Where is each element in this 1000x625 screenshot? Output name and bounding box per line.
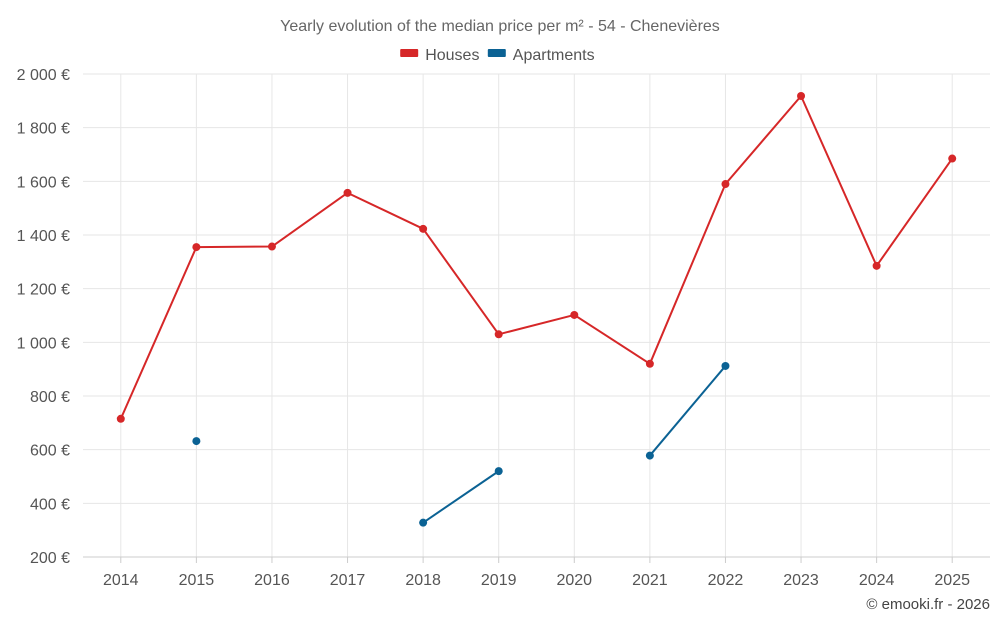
data-point-houses[interactable]: [645, 359, 654, 368]
data-point-apartments[interactable]: [419, 518, 428, 527]
series-line-apartments: [422, 470, 500, 524]
y-tick-label: 1 400 €: [17, 228, 70, 245]
y-tick-label: 1 800 €: [17, 121, 70, 138]
data-point-houses[interactable]: [419, 224, 428, 233]
data-point-houses[interactable]: [797, 92, 806, 101]
data-point-houses[interactable]: [872, 261, 881, 270]
x-tick-label: 2020: [556, 572, 592, 589]
x-tick-label: 2018: [405, 572, 441, 589]
series-line-houses: [119, 95, 954, 420]
legend-label-apartments: Apartments: [513, 47, 595, 64]
y-tick-label: 1 600 €: [17, 174, 70, 191]
data-point-houses[interactable]: [192, 243, 201, 252]
legend-swatch-apartments: [487, 49, 506, 57]
data-point-houses[interactable]: [948, 154, 957, 163]
y-tick-label: 1 200 €: [17, 282, 70, 299]
series-layer: [116, 92, 957, 527]
credit-text: © emooki.fr - 2026: [866, 596, 990, 613]
series-apartments: [192, 361, 730, 527]
axes: 200 € 400 € 600 € 800 € 1 000 € 1 200 € 1 400 …: [17, 67, 990, 589]
y-tick-label: 400 €: [30, 496, 70, 513]
data-point-apartments[interactable]: [192, 437, 201, 446]
data-point-houses[interactable]: [267, 242, 276, 251]
data-point-houses[interactable]: [116, 414, 125, 423]
legend: Houses Apartments: [400, 47, 595, 64]
x-tick-label: 2016: [254, 572, 290, 589]
series-line-apartments: [649, 365, 727, 457]
data-point-houses[interactable]: [494, 330, 503, 339]
y-tick-label: 2 000 €: [17, 67, 70, 84]
x-tick-label: 2023: [783, 572, 819, 589]
data-point-apartments[interactable]: [494, 467, 503, 476]
legend-swatch-houses: [400, 49, 419, 57]
legend-item-apartments[interactable]: Apartments: [487, 47, 595, 64]
y-tick-label: 1 000 €: [17, 335, 70, 352]
data-point-houses[interactable]: [721, 180, 730, 189]
x-tick-label: 2025: [934, 572, 970, 589]
x-tick-label: 2015: [179, 572, 215, 589]
legend-item-houses[interactable]: Houses: [400, 47, 479, 64]
y-tick-label: 800 €: [30, 389, 70, 406]
legend-label-houses: Houses: [425, 47, 479, 64]
x-tick-label: 2017: [330, 572, 366, 589]
data-point-apartments[interactable]: [645, 451, 654, 460]
x-tick-label: 2014: [103, 572, 139, 589]
data-point-houses[interactable]: [570, 310, 579, 319]
x-tick-label: 2024: [859, 572, 895, 589]
y-tick-label: 200 €: [30, 550, 70, 567]
gridlines: [83, 73, 990, 558]
data-point-houses[interactable]: [343, 188, 352, 197]
x-tick-label: 2021: [632, 572, 668, 589]
chart-title: Yearly evolution of the median price per…: [280, 18, 720, 35]
x-tick-label: 2022: [708, 572, 744, 589]
data-point-apartments[interactable]: [721, 361, 730, 370]
y-tick-label: 600 €: [30, 443, 70, 460]
x-tick-label: 2019: [481, 572, 517, 589]
series-houses: [116, 92, 957, 423]
